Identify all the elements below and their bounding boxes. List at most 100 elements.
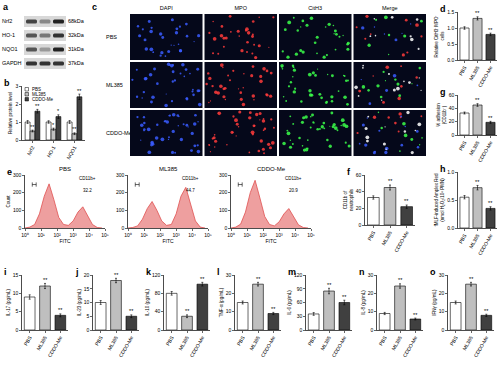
svg-text:NQO1: NQO1 [65, 145, 77, 160]
svg-text:10: 10 [13, 290, 19, 296]
svg-text:PBS: PBS [22, 334, 33, 346]
svg-text:30: 30 [368, 272, 374, 278]
svg-text:10⁰: 10⁰ [227, 232, 235, 238]
svg-text:10: 10 [368, 308, 374, 314]
svg-text:g: g [440, 87, 446, 97]
svg-text:**: ** [327, 282, 332, 288]
svg-text:IFNγ (pg/mL): IFNγ (pg/mL) [432, 289, 437, 316]
svg-text:10: 10 [84, 299, 90, 305]
svg-text:**: ** [488, 27, 493, 33]
svg-text:1.0: 1.0 [447, 169, 454, 175]
svg-text:CDDO-Me: CDDO-Me [472, 335, 489, 358]
svg-text:Nrf2: Nrf2 [26, 145, 36, 156]
svg-text:PBS: PBS [366, 229, 377, 241]
svg-text:0: 0 [87, 327, 90, 333]
svg-text:PBS: PBS [235, 334, 246, 346]
svg-text:32.2: 32.2 [83, 188, 92, 193]
svg-text:ML385: ML385 [248, 335, 261, 351]
svg-text:0: 0 [229, 327, 232, 333]
svg-text:l: l [217, 267, 220, 277]
svg-text:10¹: 10¹ [37, 232, 45, 238]
svg-text:ML385: ML385 [468, 65, 481, 81]
svg-text:20: 20 [356, 205, 362, 211]
svg-text:31kDa: 31kDa [68, 46, 85, 52]
svg-text:a: a [3, 2, 9, 12]
svg-text:**: ** [475, 97, 480, 103]
svg-text:**: ** [488, 115, 493, 121]
svg-text:0.5: 0.5 [447, 41, 454, 47]
svg-text:CDDO-Me: CDDO-Me [32, 97, 53, 102]
svg-text:PBS: PBS [32, 87, 41, 92]
svg-text:5: 5 [87, 313, 90, 319]
svg-text:10¹: 10¹ [243, 232, 251, 238]
svg-text:32kDa: 32kDa [68, 32, 85, 38]
svg-text:HO-1: HO-1 [2, 32, 15, 38]
svg-text:CDDO-Me: CDDO-Me [46, 335, 63, 358]
svg-text:15: 15 [84, 286, 90, 292]
svg-text:200: 200 [219, 189, 228, 195]
svg-text:ML385: ML385 [159, 166, 178, 172]
svg-text:n: n [359, 267, 365, 277]
svg-text:0: 0 [300, 327, 303, 333]
svg-text:10: 10 [439, 308, 445, 314]
svg-text:f: f [347, 167, 351, 177]
svg-text:ML385: ML385 [319, 335, 332, 351]
svg-text:300: 300 [116, 172, 125, 178]
svg-text:0: 0 [359, 222, 362, 228]
svg-text:*: * [57, 108, 60, 114]
svg-text:20: 20 [449, 118, 455, 124]
svg-text:CitH3: CitH3 [308, 5, 322, 11]
svg-text:Merge: Merge [382, 5, 398, 11]
svg-text:0: 0 [16, 327, 19, 333]
svg-text:PBS: PBS [448, 334, 459, 346]
svg-text:80: 80 [155, 290, 161, 296]
svg-text:PBS: PBS [457, 232, 468, 244]
svg-text:% adhesion(CD11b⁺): % adhesion(CD11b⁺) [436, 103, 447, 127]
svg-text:100: 100 [13, 207, 22, 213]
svg-text:10⁰: 10⁰ [124, 232, 132, 238]
svg-text:**: ** [30, 124, 35, 130]
svg-text:1: 1 [16, 119, 19, 125]
svg-text:CD11b+: CD11b+ [285, 176, 302, 181]
svg-text:30: 30 [297, 313, 303, 319]
svg-text:**: ** [77, 88, 82, 94]
svg-text:PBS: PBS [457, 139, 468, 151]
svg-text:CD11b ofneutrophils: CD11b ofneutrophils [343, 188, 354, 211]
svg-text:100: 100 [116, 207, 125, 213]
svg-text:ML385: ML385 [35, 335, 48, 351]
svg-text:3: 3 [16, 83, 19, 89]
svg-text:PBS: PBS [93, 334, 104, 346]
svg-text:0: 0 [371, 327, 374, 333]
svg-text:10²: 10² [53, 232, 61, 238]
svg-text:10⁵: 10⁵ [101, 232, 109, 238]
svg-text:d: d [440, 4, 446, 14]
svg-text:60: 60 [356, 172, 362, 178]
svg-text:CDDO-Me: CDDO-Me [393, 230, 410, 253]
svg-text:**: ** [404, 198, 409, 204]
svg-text:44.7: 44.7 [186, 188, 195, 193]
svg-text:fMLF-induced Amplex Red(nmol H: fMLF-induced Amplex Red(nmol H₂O₂/10⁶ PM… [434, 173, 445, 227]
svg-text:5: 5 [16, 308, 19, 314]
svg-text:200: 200 [116, 189, 125, 195]
svg-text:0: 0 [442, 327, 445, 333]
svg-text:m: m [288, 267, 296, 277]
svg-text:10³: 10³ [172, 232, 180, 238]
svg-text:j: j [75, 267, 79, 277]
svg-text:**: ** [342, 294, 347, 300]
svg-text:PBS: PBS [59, 166, 71, 172]
svg-text:10³: 10³ [69, 232, 77, 238]
svg-text:**: ** [58, 307, 63, 313]
svg-text:10³: 10³ [275, 232, 283, 238]
svg-text:h: h [440, 164, 446, 174]
svg-text:100: 100 [219, 207, 228, 213]
svg-text:**: ** [388, 178, 393, 184]
svg-text:*: * [52, 122, 55, 128]
svg-text:c: c [92, 2, 97, 12]
svg-text:e: e [7, 167, 12, 177]
svg-text:ML385: ML385 [106, 82, 123, 88]
svg-text:IL-10 (pg/mL): IL-10 (pg/mL) [145, 288, 150, 316]
svg-text:10⁰: 10⁰ [21, 232, 29, 238]
svg-text:60: 60 [449, 92, 455, 98]
svg-text:b: b [4, 78, 10, 88]
svg-text:90: 90 [297, 286, 303, 292]
